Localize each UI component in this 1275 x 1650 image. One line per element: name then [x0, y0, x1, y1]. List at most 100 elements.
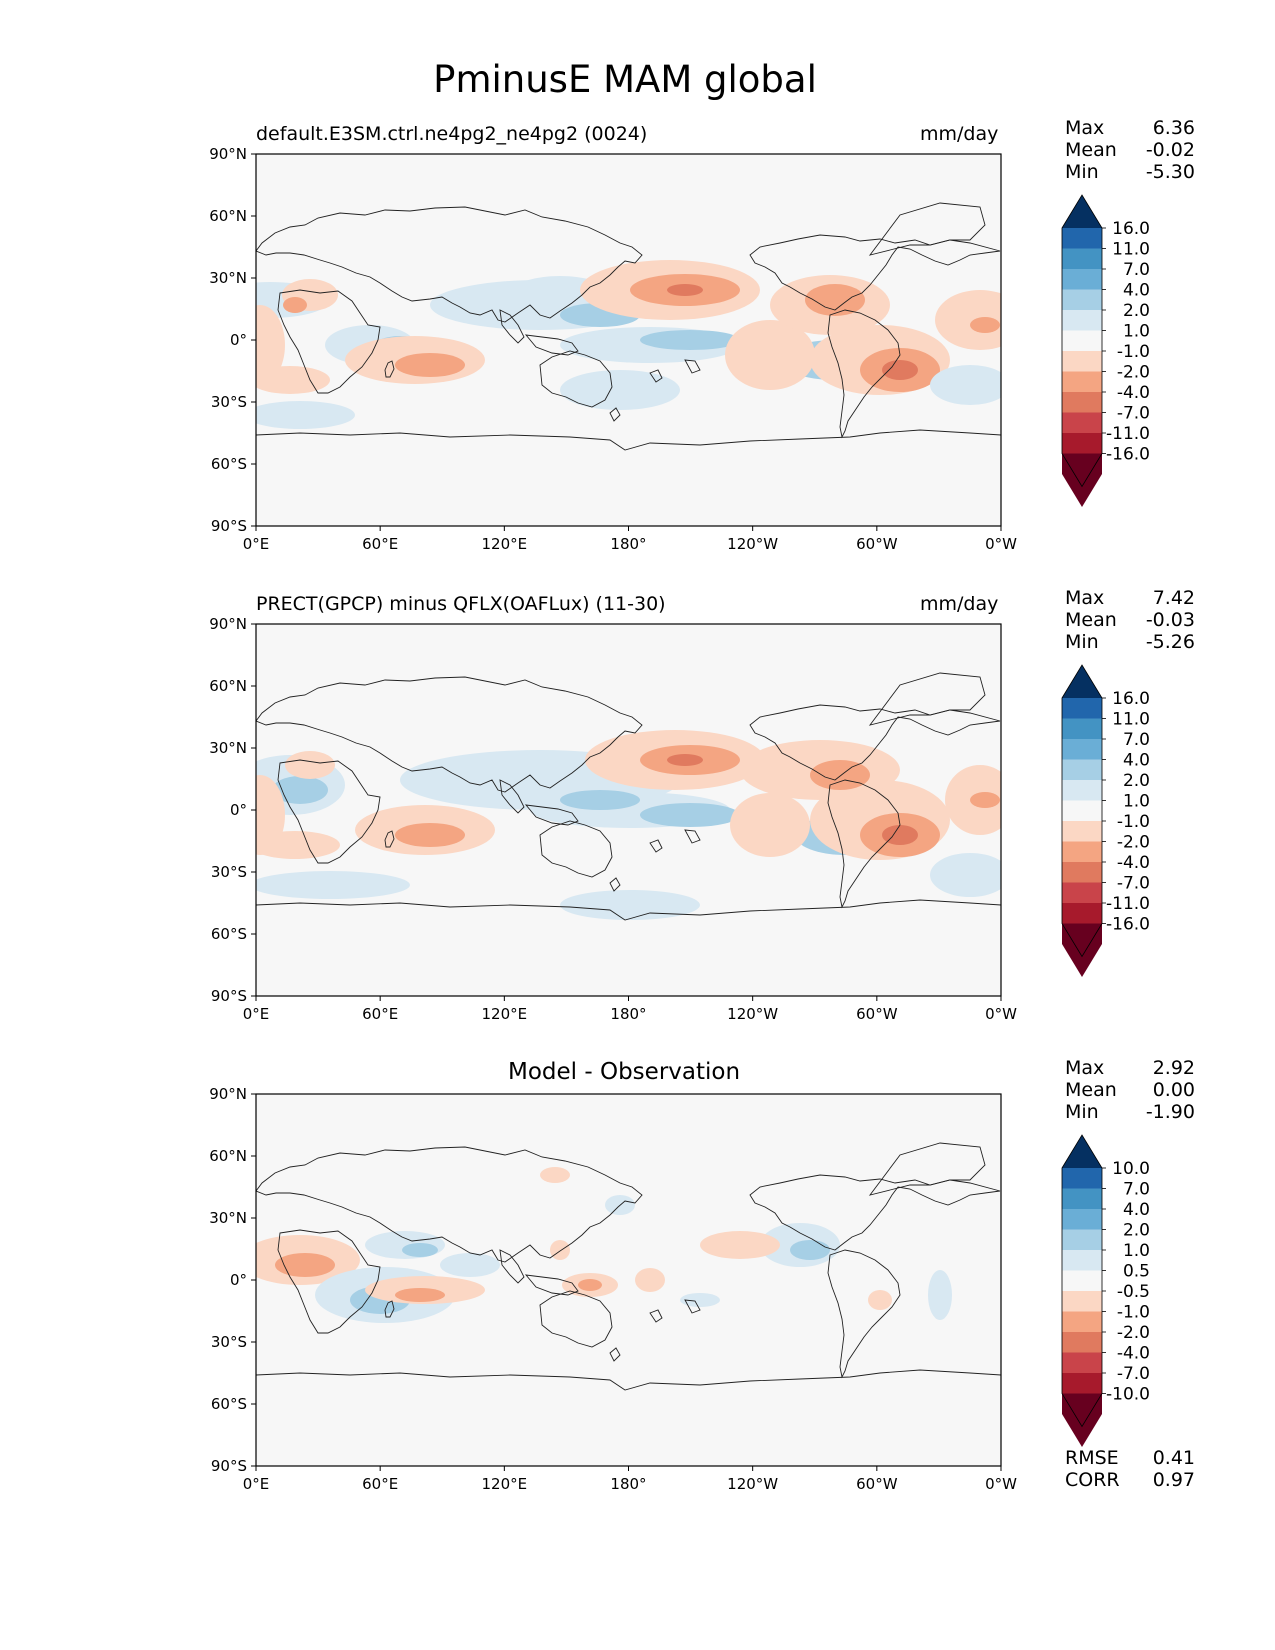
metrics-box: RMSE 0.41 CORR 0.97: [1065, 1447, 1195, 1491]
contour-region: [505, 751, 595, 779]
x-tick-label: 180°: [610, 535, 646, 553]
x-tick-label: 0°W: [985, 1005, 1017, 1023]
colorbar-segment: [1062, 1332, 1102, 1353]
colorbar-label: 2.0: [1123, 771, 1150, 791]
stats-box: Max 2.92 Mean 0.00 Min -1.90: [1065, 1057, 1195, 1123]
colorbar-segment: [1062, 371, 1102, 393]
coastline: [256, 676, 643, 793]
y-tick-label: 30°S: [211, 863, 247, 881]
coastline: [277, 759, 381, 864]
coastline: [499, 779, 525, 814]
colorbar-segment: [1062, 392, 1102, 413]
colorbar-label: 4.0: [1123, 281, 1150, 301]
contour-region: [402, 1243, 438, 1257]
y-tick-label: 0°: [230, 801, 247, 819]
map-content: 0°E 60°E 120°E 180° 120°W 60°W 0°W 90°N 60°N 30°N…: [209, 615, 1017, 1023]
colorbar-segment: [1062, 1270, 1102, 1292]
colorbar-segment: [1062, 698, 1102, 719]
colorbar-segment: [1062, 1373, 1102, 1394]
contour-region: [935, 290, 1001, 350]
contour-region: [882, 360, 918, 380]
panel-observation: PRECT(GPCP) minus QFLX(OAFLux) (11-30) m…: [0, 585, 1275, 1055]
contour-region: [440, 1253, 500, 1277]
max-value: 7.42: [1152, 587, 1195, 609]
contour-region: [550, 1240, 570, 1260]
contour-region: [560, 370, 680, 410]
colorbar-label: 7.0: [1123, 730, 1150, 750]
x-tick-label: 0°E: [243, 1475, 270, 1493]
contour-region: [640, 330, 740, 350]
panel-units: mm/day: [920, 593, 999, 615]
colorbar-extend-bottom: [1062, 923, 1102, 977]
colorbar-label: -1.0: [1117, 812, 1150, 832]
coastline: [649, 1309, 663, 1323]
contour-region: [930, 365, 1001, 405]
colorbar-segment: [1062, 433, 1102, 454]
colorbar: 16.011.07.04.02.01.0-1.0-2.0-4.0-7.0-11.…: [1061, 664, 1150, 977]
contour-region: [882, 825, 918, 845]
contour-region: [395, 823, 465, 847]
coastline: [868, 672, 986, 726]
y-tick-label: 90°N: [209, 145, 247, 163]
coastline: [256, 1369, 1001, 1391]
colorbar: 16.011.07.04.02.01.0-1.0-2.0-4.0-7.0-11.…: [1061, 194, 1150, 507]
colorbar-segment: [1062, 800, 1102, 822]
contour-region: [810, 760, 870, 790]
contour-region: [256, 401, 355, 429]
contour-fields: [256, 1167, 952, 1323]
contour-region: [256, 305, 285, 385]
colorbar-segment: [1062, 1209, 1102, 1230]
colorbar-segment: [1062, 780, 1102, 801]
min-value: -5.30: [1145, 161, 1195, 183]
y-tick-label: 0°: [230, 1271, 247, 1289]
y-tick-label: 90°S: [211, 987, 247, 1005]
colorbar-segment: [1062, 1291, 1102, 1312]
map-panel-model: 0°E 60°E 120°E 180° 120°W 60°W 0°W 90°N 60°N 30°N…: [209, 145, 1017, 553]
coastline: [827, 309, 901, 439]
map-panel-difference: 0°E 60°E 120°E 180° 120°W 60°W 0°W 90°N 60°N 30°N…: [209, 1085, 1017, 1493]
coastline: [256, 429, 1001, 451]
coastline: [539, 1290, 613, 1348]
colorbar-segment: [1062, 821, 1102, 842]
colorbar-label: -7.0: [1117, 874, 1150, 894]
coastline: [749, 1174, 1001, 1251]
contour-region: [285, 751, 335, 779]
x-tick-label: 60°W: [856, 1005, 898, 1023]
panel-difference: Model - Observation 0°E 60°E 120°E 180° 120°…: [0, 1055, 1275, 1525]
contour-region: [395, 353, 465, 377]
y-tick-label: 60°N: [209, 207, 247, 225]
coastline: [684, 829, 701, 844]
coastline: [539, 820, 613, 878]
contour-region: [680, 1293, 720, 1307]
colorbar-label: 4.0: [1123, 1200, 1150, 1220]
x-tick-label: 60°E: [362, 1475, 398, 1493]
x-tick-label: 180°: [610, 1475, 646, 1493]
coastline: [649, 369, 663, 383]
max-label: Max: [1065, 117, 1105, 139]
colorbar-label: 16.0: [1112, 689, 1150, 709]
contour-region: [790, 1240, 830, 1260]
panel-title: Model - Observation: [508, 1059, 741, 1085]
colorbar-label: -4.0: [1117, 383, 1150, 403]
coastline: [499, 309, 525, 344]
colorbar-label: -16.0: [1106, 915, 1150, 935]
colorbar-segment: [1062, 351, 1102, 372]
contour-region: [395, 1288, 445, 1302]
x-tick-label: 60°E: [362, 1005, 398, 1023]
colorbar-label: -16.0: [1106, 445, 1150, 465]
contour-region: [560, 890, 700, 920]
coastline: [749, 704, 1001, 781]
colorbar-label: -1.0: [1117, 1303, 1150, 1323]
min-value: -5.26: [1145, 631, 1195, 653]
colorbar-segment: [1062, 310, 1102, 331]
contour-region: [930, 853, 1001, 897]
map-panel-observation: 0°E 60°E 120°E 180° 120°W 60°W 0°W 90°N 60°N 30°N…: [209, 615, 1017, 1023]
contour-region: [560, 790, 640, 810]
colorbar: 10.07.04.02.01.00.5-0.5-1.0-2.0-4.0-7.0-…: [1061, 1134, 1150, 1447]
contour-region: [805, 284, 865, 316]
colorbar-segment: [1062, 1229, 1102, 1251]
contour-region: [275, 1253, 335, 1277]
y-tick-label: 60°N: [209, 677, 247, 695]
coastlines: [256, 1142, 1001, 1391]
mean-label: Mean: [1065, 139, 1117, 161]
